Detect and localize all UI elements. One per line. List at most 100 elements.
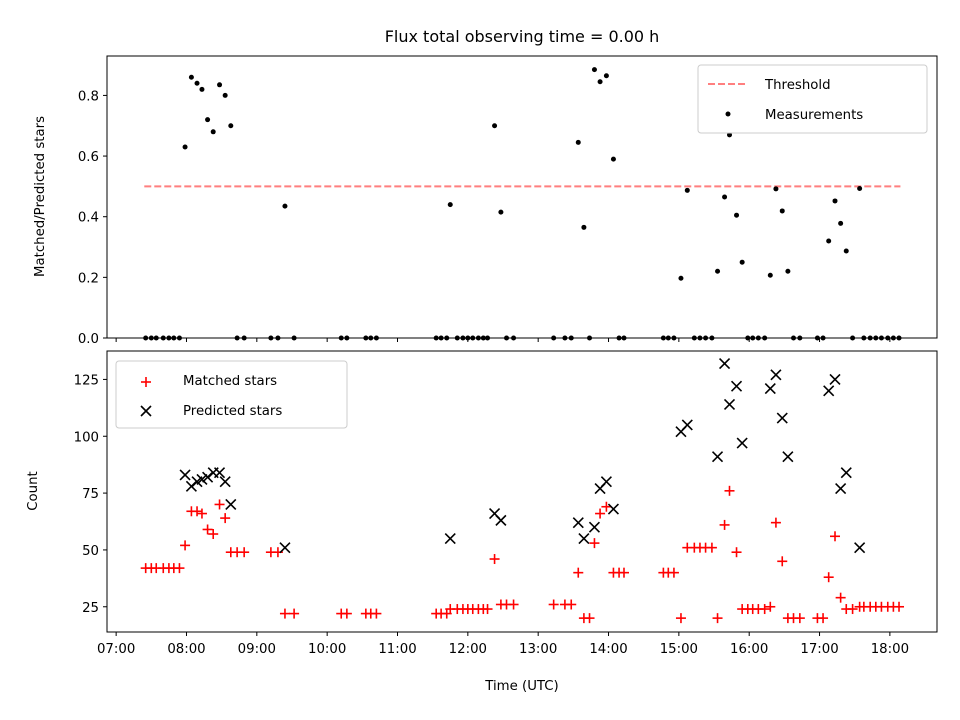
matched-stars-point (675, 613, 686, 624)
matched-stars-point (180, 540, 191, 551)
measurements-point (182, 144, 188, 150)
matched-stars-point (823, 572, 834, 583)
bottom-panel: Count Time (UTC) 25 50 75 100 125 07:00 08:00 0… (26, 350, 938, 694)
matched-stars-point (508, 599, 519, 610)
matched-stars-point (724, 485, 735, 496)
matched-stars-point (706, 542, 717, 553)
bottom-x-tick-label: 18:00 (871, 642, 909, 657)
matched-stars-point (794, 613, 805, 624)
measurements-point (603, 73, 609, 79)
matched-stars-point (759, 604, 770, 615)
measurements-point (581, 224, 587, 230)
bottom-legend: Matched stars Predicted stars (115, 360, 348, 429)
predicted-stars-point (764, 382, 776, 395)
bottom-legend-box (115, 360, 348, 429)
measurements-point (785, 268, 791, 274)
measurements-legend-label: Measurements (765, 108, 863, 123)
measurements-point (492, 123, 498, 129)
predicted-stars-point (736, 437, 748, 449)
predicted-legend-swatch (140, 405, 152, 417)
predicted-stars-point (770, 369, 782, 381)
bottom-plot-area: 25 50 75 100 125 07:00 08:00 09:00 10:00 11:00 12:… (74, 357, 909, 657)
predicted-stars-point (225, 498, 237, 511)
matched-stars-point (894, 601, 905, 612)
predicted-stars-point (835, 482, 847, 495)
bottom-y-tick-label: 125 (74, 373, 99, 388)
matched-stars-point (847, 604, 858, 615)
predicted-stars-point (600, 476, 612, 488)
matched-stars-point (777, 556, 788, 567)
predicted-stars-point (719, 357, 731, 370)
measurements-point (684, 187, 690, 193)
bottom-x-tick-label: 15:00 (660, 642, 698, 657)
predicted-stars-point (213, 467, 226, 479)
matched-stars-point (601, 501, 612, 512)
measurements-point (739, 259, 745, 265)
predicted-stars-point (495, 514, 507, 526)
matched-stars-point (719, 519, 730, 530)
predicted-stars-point (681, 419, 693, 431)
measurements-point (597, 79, 603, 85)
predicted-stars-point (823, 385, 835, 397)
predicted-stars-point (776, 412, 788, 424)
measurements-point (715, 268, 721, 274)
predicted-stars-point (711, 451, 724, 463)
predicted-stars-point (279, 542, 291, 554)
top-y-tick-label: 0.6 (78, 150, 99, 165)
matched-stars-point (192, 506, 203, 517)
matched-stars-point (835, 592, 846, 603)
measurements-point (188, 74, 194, 80)
matched-stars-point (341, 608, 352, 619)
bottom-x-tick-label: 11:00 (378, 642, 416, 657)
predicted-stars-point (572, 517, 584, 529)
predicted-stars-point (840, 467, 852, 479)
matched-stars-point (712, 613, 723, 624)
matched-stars-point (220, 513, 231, 524)
predicted-stars-point (444, 532, 456, 545)
bottom-axes-frame (106, 350, 938, 633)
bottom-x-tick-label: 16:00 (730, 642, 768, 657)
top-y-tick-label: 0.2 (78, 271, 99, 286)
bottom-x-tick-label: 10:00 (308, 642, 346, 657)
measurements-point (210, 129, 216, 135)
bottom-y-tick-label: 50 (82, 544, 99, 559)
matched-stars-point (289, 608, 300, 619)
measurements-point (727, 132, 732, 138)
matched-stars-point (196, 508, 207, 519)
measurements-point (843, 248, 849, 254)
matched-legend-label: Matched stars (183, 374, 277, 389)
top-panel: Flux total observing time = 0.00 h Match… (33, 27, 938, 347)
matched-stars-point (371, 608, 382, 619)
threshold-legend-label: Threshold (764, 78, 831, 93)
matched-stars-point (589, 538, 600, 549)
top-legend: Threshold Measurements (697, 64, 928, 134)
predicted-stars-point (588, 521, 601, 533)
matched-stars-point (668, 567, 679, 578)
measurements-point (779, 208, 785, 214)
predicted-stars-point (782, 451, 794, 463)
matched-stars-point (174, 563, 185, 574)
matched-stars-point (618, 567, 629, 578)
matched-stars-point (208, 529, 219, 540)
predicted-stars-point (219, 476, 231, 488)
measurements-point (575, 139, 581, 145)
predicted-stars-point (607, 503, 620, 515)
bottom-y-tick-label: 25 (82, 601, 99, 616)
measurements-point (722, 194, 728, 200)
predicted-stars-point (196, 473, 208, 486)
measurements-point (194, 80, 200, 86)
matched-stars-point (482, 604, 493, 615)
measurements-point (734, 212, 740, 218)
bottom-x-tick-label: 08:00 (167, 642, 205, 657)
bottom-x-tick-label: 07:00 (97, 642, 135, 657)
matched-stars-point (202, 524, 213, 535)
bottom-x-tick-label: 09:00 (238, 642, 276, 657)
measurements-point (838, 220, 844, 226)
measurements-point (610, 156, 616, 162)
measurements-point (222, 92, 228, 98)
matched-stars-point (566, 599, 577, 610)
measurements-legend-swatch (725, 111, 731, 117)
predicted-stars-point (854, 542, 866, 554)
measurements-point (773, 186, 779, 192)
